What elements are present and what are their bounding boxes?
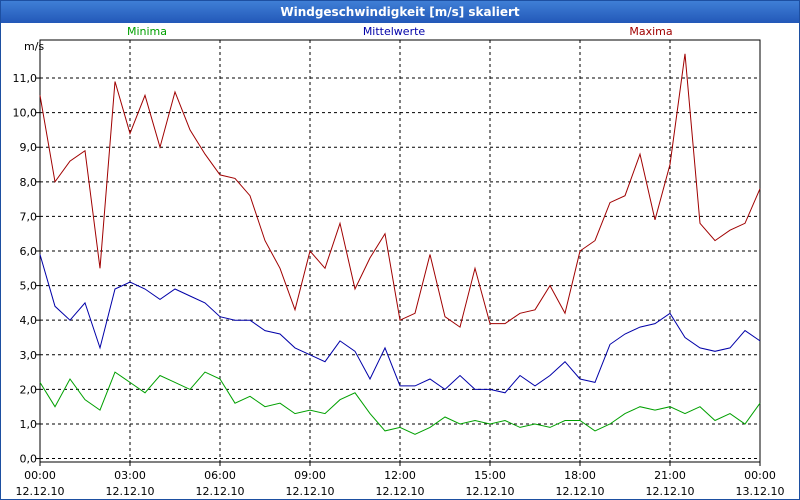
x-tick-label-time: 09:00 <box>294 469 326 482</box>
y-tick-label: 8,0 <box>20 176 38 189</box>
series-line-minima <box>39 371 761 435</box>
x-tick-label-date: 13.12.10 <box>736 485 785 498</box>
y-tick-label: 3,0 <box>20 349 38 362</box>
legend-item-mittelwerte: Mittelwerte <box>363 25 426 38</box>
legend: Minima Mittelwerte Maxima <box>127 25 673 38</box>
x-tick-label-time: 00:00 <box>744 469 776 482</box>
series-line-maxima <box>39 53 761 328</box>
window-title: Windgeschwindigkeit [m/s] skaliert <box>1 1 799 23</box>
x-tick-label-date: 12.12.10 <box>646 485 695 498</box>
grid-lines <box>39 40 761 462</box>
y-tick-label: 2,0 <box>20 383 38 396</box>
y-tick-label: 5,0 <box>20 280 38 293</box>
axis-ticks: 0,0 1,0 2,0 3,0 4,0 5,0 6,0 7,0 8,0 9,0 10,0 11,0 00… <box>13 72 785 498</box>
x-tick-label-date: 12.12.10 <box>376 485 425 498</box>
x-tick-label-time: 18:00 <box>564 469 596 482</box>
x-tick-label-date: 12.12.10 <box>16 485 65 498</box>
y-tick-label: 11,0 <box>13 72 38 85</box>
y-tick-label: 6,0 <box>20 245 38 258</box>
x-tick-label-time: 03:00 <box>114 469 146 482</box>
x-tick-label-time: 00:00 <box>24 469 56 482</box>
x-tick-label-time: 15:00 <box>474 469 506 482</box>
series-line-mittelwerte <box>39 254 761 394</box>
y-tick-label: 1,0 <box>20 418 38 431</box>
x-tick-label-date: 12.12.10 <box>466 485 515 498</box>
y-tick-label: 4,0 <box>20 314 38 327</box>
y-tick-label: 0,0 <box>20 453 38 466</box>
y-tick-label: 7,0 <box>20 210 38 223</box>
x-tick-label-date: 12.12.10 <box>106 485 155 498</box>
x-tick-label-time: 06:00 <box>204 469 236 482</box>
y-tick-label: 10,0 <box>13 107 38 120</box>
x-tick-label-time: 21:00 <box>654 469 686 482</box>
y-tick-label: 9,0 <box>20 141 38 154</box>
y-axis-label: m/s <box>24 40 44 53</box>
series-layer <box>39 53 761 435</box>
legend-item-minima: Minima <box>127 25 167 38</box>
legend-item-maxima: Maxima <box>629 25 672 38</box>
x-tick-label-date: 12.12.10 <box>196 485 245 498</box>
x-tick-label-time: 12:00 <box>384 469 416 482</box>
x-tick-label-date: 12.12.10 <box>286 485 335 498</box>
x-tick-label-date: 12.12.10 <box>556 485 605 498</box>
